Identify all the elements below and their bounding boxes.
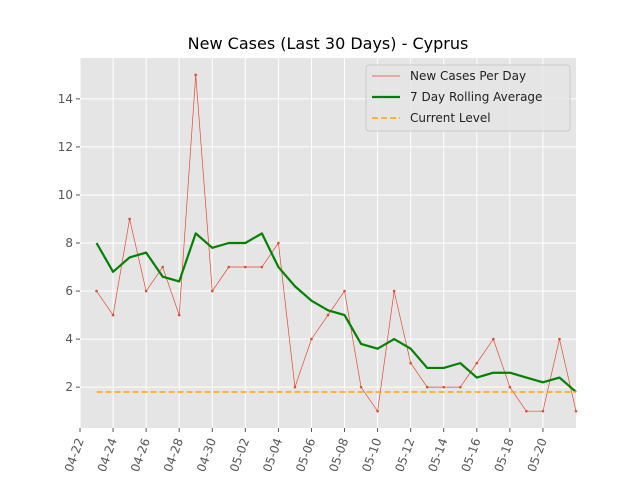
- y-tick-label: 4: [65, 332, 73, 346]
- legend-entry: New Cases Per Day: [410, 69, 526, 83]
- y-tick-label: 10: [58, 188, 73, 202]
- data-point: [409, 361, 412, 365]
- data-point: [558, 337, 561, 341]
- legend-entry: 7 Day Rolling Average: [410, 90, 542, 104]
- data-point: [508, 385, 512, 389]
- data-point: [326, 313, 330, 317]
- data-point: [458, 385, 462, 389]
- data-point: [376, 409, 379, 413]
- data-point: [293, 385, 297, 389]
- data-point: [359, 385, 363, 389]
- data-point: [177, 313, 181, 317]
- data-point: [442, 385, 446, 389]
- data-point: [525, 409, 528, 413]
- data-point: [161, 265, 164, 269]
- data-point: [425, 385, 429, 389]
- data-point: [244, 265, 247, 269]
- y-tick-label: 12: [58, 140, 73, 154]
- legend-entry: Current Level: [410, 111, 491, 125]
- data-point: [310, 337, 313, 341]
- data-point: [574, 409, 578, 413]
- chart-title: New Cases (Last 30 Days) - Cyprus: [188, 34, 469, 53]
- y-tick-label: 6: [65, 284, 73, 298]
- legend-box: [365, 64, 571, 132]
- data-point: [210, 289, 214, 293]
- data-point: [194, 73, 198, 77]
- data-point: [260, 265, 264, 269]
- series-layer: [95, 73, 578, 413]
- data-point: [277, 241, 280, 245]
- y-tick-label: 8: [65, 236, 73, 250]
- data-point: [392, 289, 396, 293]
- data-point: [227, 265, 231, 269]
- series-line-new-cases-per-day: [96, 74, 577, 413]
- data-point: [475, 361, 479, 365]
- data-point: [95, 289, 98, 293]
- y-tick-label: 14: [58, 92, 73, 106]
- legend: New Cases Per Day 7 Day Rolling Average Cu…: [365, 64, 571, 132]
- data-point: [541, 409, 545, 413]
- series-line-7-day-rolling-average: [95, 232, 577, 393]
- data-point: [492, 337, 495, 341]
- data-point: [111, 313, 115, 317]
- data-point: [343, 289, 346, 293]
- data-point: [128, 217, 131, 221]
- data-point: [144, 289, 148, 293]
- y-tick-label: 2: [65, 380, 73, 394]
